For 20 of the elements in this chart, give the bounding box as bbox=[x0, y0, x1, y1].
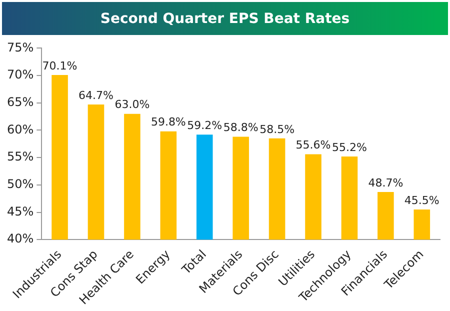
y-tick-label: 40% bbox=[7, 232, 34, 246]
data-label: 45.5% bbox=[404, 194, 440, 207]
chart-title: Second Quarter EPS Beat Rates bbox=[2, 2, 448, 35]
y-tick-label: 75% bbox=[7, 40, 34, 54]
data-label: 58.8% bbox=[223, 121, 258, 134]
y-tick-label: 50% bbox=[7, 177, 34, 192]
data-label: 59.8% bbox=[150, 116, 186, 129]
data-label: 63.0% bbox=[114, 98, 150, 112]
data-label: 59.2% bbox=[187, 118, 222, 132]
data-label: 55.6% bbox=[296, 138, 331, 152]
y-tick-label: 45% bbox=[7, 204, 34, 218]
data-label: 64.7% bbox=[78, 88, 114, 102]
data-label: 48.7% bbox=[368, 176, 404, 190]
data-label: 58.5% bbox=[260, 122, 295, 136]
y-tick-label: 55% bbox=[7, 150, 34, 164]
y-tick-label: 60% bbox=[7, 122, 34, 136]
y-tick-label: 65% bbox=[7, 95, 34, 110]
y-tick-label: 70% bbox=[7, 68, 34, 82]
data-label: 70.1% bbox=[42, 59, 78, 72]
data-label: 55.2% bbox=[332, 140, 367, 154]
